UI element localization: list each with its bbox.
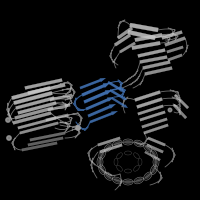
Polygon shape <box>142 118 167 128</box>
Polygon shape <box>80 78 106 89</box>
Polygon shape <box>109 89 127 100</box>
Polygon shape <box>130 23 158 32</box>
Polygon shape <box>138 49 165 57</box>
Ellipse shape <box>145 145 151 151</box>
Polygon shape <box>100 144 122 153</box>
Polygon shape <box>50 94 72 101</box>
Ellipse shape <box>135 178 142 183</box>
Polygon shape <box>146 144 164 153</box>
Polygon shape <box>143 61 170 69</box>
Polygon shape <box>168 54 182 61</box>
Polygon shape <box>145 67 172 75</box>
Ellipse shape <box>154 158 158 166</box>
Ellipse shape <box>105 145 111 151</box>
Circle shape <box>76 126 80 130</box>
Polygon shape <box>18 117 56 129</box>
Polygon shape <box>138 105 163 115</box>
Polygon shape <box>20 122 58 134</box>
Polygon shape <box>48 104 70 111</box>
Polygon shape <box>12 86 50 100</box>
Ellipse shape <box>100 166 105 173</box>
Polygon shape <box>22 142 57 151</box>
Polygon shape <box>98 137 120 146</box>
Polygon shape <box>128 30 155 40</box>
Ellipse shape <box>114 178 121 183</box>
Polygon shape <box>119 42 136 53</box>
Polygon shape <box>174 94 189 109</box>
Ellipse shape <box>114 141 121 146</box>
Polygon shape <box>87 104 116 117</box>
Polygon shape <box>28 137 63 146</box>
Polygon shape <box>83 90 112 103</box>
Polygon shape <box>30 132 65 141</box>
Polygon shape <box>117 27 133 39</box>
Polygon shape <box>13 112 51 124</box>
Polygon shape <box>16 97 54 109</box>
Ellipse shape <box>124 180 132 184</box>
Polygon shape <box>81 83 110 96</box>
Polygon shape <box>135 91 160 101</box>
Circle shape <box>76 126 80 130</box>
Circle shape <box>7 136 11 140</box>
Polygon shape <box>46 114 68 121</box>
Polygon shape <box>15 107 53 119</box>
Polygon shape <box>165 37 185 46</box>
Polygon shape <box>90 111 118 123</box>
Ellipse shape <box>124 140 132 144</box>
Polygon shape <box>148 137 165 146</box>
Ellipse shape <box>98 158 102 166</box>
Polygon shape <box>107 81 125 92</box>
Polygon shape <box>167 46 183 53</box>
Polygon shape <box>114 34 131 46</box>
Polygon shape <box>111 97 128 108</box>
Polygon shape <box>137 98 162 108</box>
Ellipse shape <box>151 166 156 173</box>
Polygon shape <box>145 151 160 161</box>
Circle shape <box>168 108 172 112</box>
Polygon shape <box>162 31 182 39</box>
Polygon shape <box>140 111 165 121</box>
Polygon shape <box>14 91 52 105</box>
Ellipse shape <box>100 151 105 158</box>
Circle shape <box>6 118 10 122</box>
Polygon shape <box>85 97 114 110</box>
Polygon shape <box>140 56 167 63</box>
Ellipse shape <box>135 141 142 146</box>
Ellipse shape <box>105 173 111 179</box>
Polygon shape <box>144 124 168 134</box>
Polygon shape <box>25 79 62 89</box>
Polygon shape <box>132 41 160 50</box>
Polygon shape <box>18 102 56 114</box>
Ellipse shape <box>151 151 156 158</box>
Polygon shape <box>173 104 187 119</box>
Polygon shape <box>135 33 162 42</box>
Ellipse shape <box>145 173 151 179</box>
Polygon shape <box>28 84 65 94</box>
